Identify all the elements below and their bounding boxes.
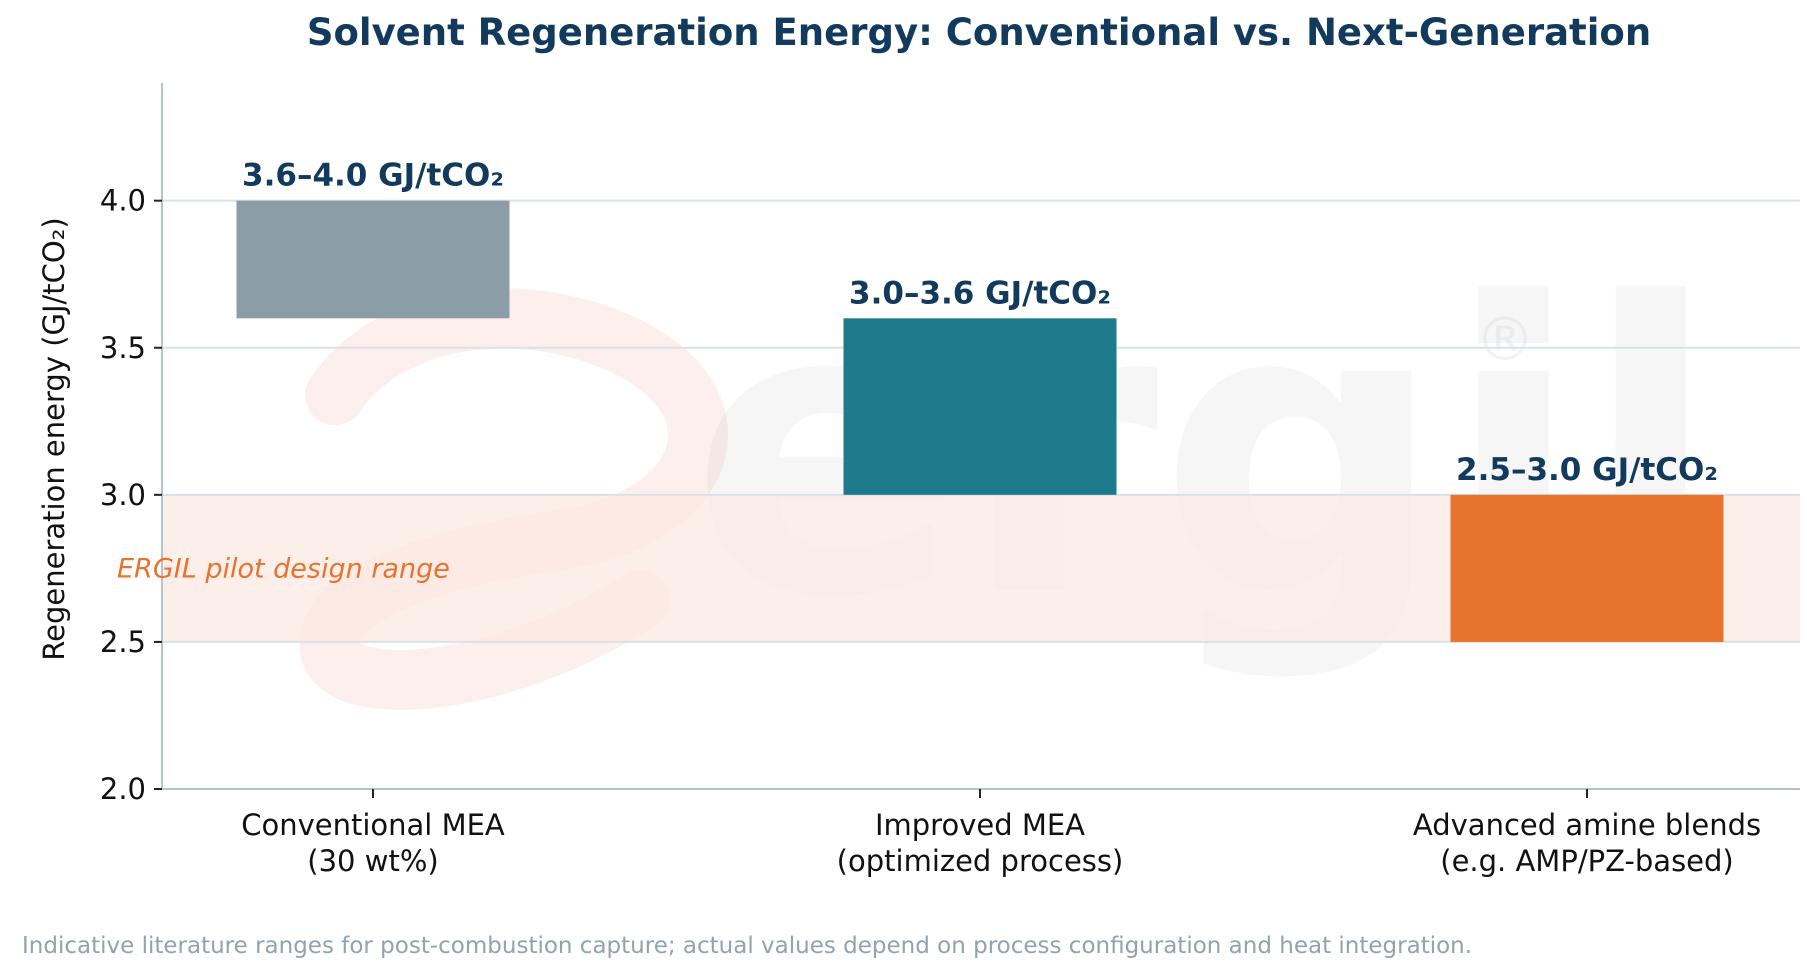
- y-axis-label: Regeneration energy (GJ/tCO₂): [37, 217, 71, 660]
- data-labels: 3.6–4.0 GJ/tCO₂ 3.0–3.6 GJ/tCO₂ 2.5–3.0 GJ…: [242, 158, 1718, 488]
- y-tick-label: 4.0: [100, 184, 146, 218]
- bars: [236, 200, 1724, 642]
- watermark-registered-mark: ®: [1475, 305, 1535, 375]
- design-range-label: ERGIL pilot design range: [117, 553, 450, 584]
- data-label: 2.5–3.0 GJ/tCO₂: [1456, 452, 1718, 488]
- x-tick-label: Improved MEA (optimized process): [837, 808, 1124, 878]
- y-tick-label: 3.0: [100, 478, 146, 512]
- y-tick-label: 2.0: [100, 772, 146, 806]
- range-bar: [236, 200, 510, 319]
- y-tick-label: 3.5: [100, 331, 146, 365]
- y-ticks: 2.0 2.5 3.0 3.5 4.0: [100, 184, 162, 806]
- x-ticks: Conventional MEA (30 wt%) Improved MEA (opt…: [241, 789, 1761, 878]
- x-tick-label: Advanced amine blends (e.g. AMP/PZ-based): [1413, 808, 1761, 878]
- data-label: 3.6–4.0 GJ/tCO₂: [242, 158, 504, 194]
- range-bar: [843, 318, 1117, 495]
- range-bar: [1450, 494, 1724, 642]
- footnote: Indicative literature ranges for post-co…: [22, 933, 1472, 959]
- chart-title: Solvent Regeneration Energy: Conventiona…: [307, 11, 1651, 54]
- data-label: 3.0–3.6 GJ/tCO₂: [849, 275, 1111, 311]
- y-tick-label: 2.5: [100, 625, 146, 659]
- x-tick-label: Conventional MEA (30 wt%): [241, 808, 505, 878]
